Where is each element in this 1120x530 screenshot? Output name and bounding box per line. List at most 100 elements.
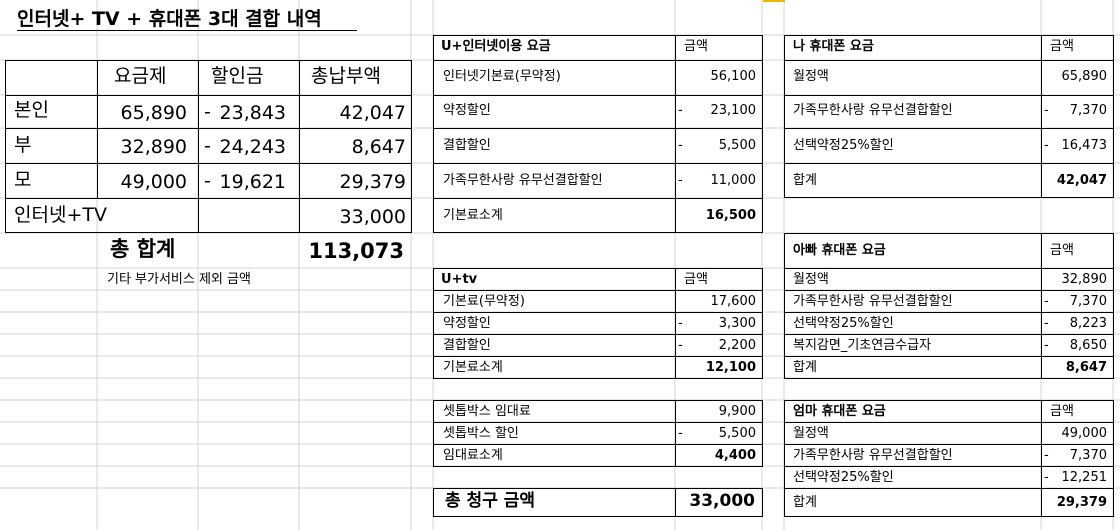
my-phone-fee-table (784, 35, 1114, 198)
my-phone-row-label: 선택약정25%할인 (793, 138, 894, 153)
summary-row-name: 본인 (14, 99, 49, 121)
summary-row-discount-sign: - (204, 170, 211, 192)
dad-phone-row-label: 복지감면_기초연금수급자 (793, 338, 932, 353)
dad-phone-header: 아빠 휴대폰 요금 (793, 243, 886, 258)
dad-phone-total-value: 8,647 (1065, 360, 1107, 375)
selected-cell-indicator (763, 0, 785, 2)
summary-row-name: 인터넷+TV (14, 204, 107, 226)
mom-phone-row-amount: 7,370 (1069, 448, 1107, 463)
settop-subtotal-label: 임대료소계 (443, 448, 503, 463)
summary-row-name: 부 (14, 134, 32, 156)
internet-subtotal-value: 16,500 (705, 208, 756, 223)
settop-fee-table (433, 400, 763, 467)
settop-row-label: 셋톱박스 할인 (443, 426, 519, 441)
sheet-title: 인터넷+ TV + 휴대폰 3대 결합 내역 (17, 8, 322, 30)
my-phone-row-sign: - (1044, 138, 1049, 153)
mom-phone-row-amount: 49,000 (1061, 426, 1108, 441)
dad-phone-fee-table (784, 233, 1114, 379)
internet-row-label: 약정할인 (443, 103, 491, 118)
summary-row-discount-sign: - (204, 135, 211, 157)
tv-row-amount: 2,200 (718, 338, 756, 353)
dad-phone-row-label: 월정액 (793, 272, 829, 287)
mom-phone-row-amount: 12,251 (1061, 470, 1108, 485)
my-phone-total-label: 합계 (793, 173, 817, 188)
tv-row-amount: 17,600 (710, 294, 757, 309)
tv-fee-table (433, 268, 763, 379)
dad-phone-row-amount: 32,890 (1061, 272, 1108, 287)
dad-phone-row-amount: 8,223 (1069, 316, 1107, 331)
internet-row-sign: - (678, 173, 683, 188)
dad-phone-row-sign: - (1044, 316, 1049, 331)
internet-row-sign: - (678, 138, 683, 153)
my-phone-header: 나 휴대폰 요금 (793, 39, 874, 54)
mom-phone-header: 엄마 휴대폰 요금 (793, 404, 886, 419)
billing-total-value: 33,000 (689, 491, 755, 511)
internet-row-label: 가족무한사랑 유무선결합할인 (443, 173, 603, 188)
internet-row-sign: - (678, 103, 683, 118)
my-phone-total-value: 42,047 (1056, 173, 1107, 188)
internet-fee-table (433, 35, 763, 233)
summary-header-total: 총납부액 (311, 65, 381, 87)
summary-row-total: 29,379 (339, 171, 406, 193)
my-phone-row-amount: 65,890 (1061, 69, 1108, 84)
my-phone-amount-header: 금액 (1050, 39, 1074, 54)
summary-row-plan: 32,890 (120, 136, 187, 158)
tv-row-label: 약정할인 (443, 316, 491, 331)
my-phone-row-amount: 16,473 (1061, 138, 1108, 153)
dad-phone-row-sign: - (1044, 338, 1049, 353)
billing-total-box (433, 488, 763, 517)
internet-subtotal-label: 기본료소계 (443, 208, 503, 223)
internet-row-label: 인터넷기본료(무약정) (443, 69, 561, 84)
mom-phone-fee-table (784, 400, 1114, 517)
my-phone-row-label: 월정액 (793, 69, 829, 84)
settop-subtotal-value: 4,400 (714, 448, 756, 463)
mom-phone-total-value: 29,379 (1056, 495, 1107, 510)
summary-note: 기타 부가서비스 제외 금액 (107, 272, 251, 287)
tv-row-label: 결합할인 (443, 338, 491, 353)
mom-phone-row-label: 월정액 (793, 426, 829, 441)
mom-phone-row-sign: - (1044, 470, 1049, 485)
tv-subtotal-label: 기본료소계 (443, 360, 503, 375)
mom-phone-row-label: 가족무한사랑 유무선결합할인 (793, 448, 953, 463)
dad-phone-row-label: 가족무한사랑 유무선결합할인 (793, 294, 953, 309)
settop-row-sign: - (678, 426, 683, 441)
dad-phone-row-sign: - (1044, 294, 1049, 309)
settop-row-amount: 9,900 (718, 404, 756, 419)
summary-table (5, 60, 412, 233)
summary-row-plan: 65,890 (120, 102, 187, 124)
mom-phone-row-label: 선택약정25%할인 (793, 470, 894, 485)
internet-row-amount: 5,500 (718, 138, 756, 153)
internet-row-amount: 56,100 (710, 69, 757, 84)
summary-row-name: 모 (14, 169, 32, 191)
tv-amount-header: 금액 (684, 272, 708, 287)
summary-header-discount: 할인금 (211, 65, 264, 87)
summary-row-discount: 24,243 (219, 136, 286, 158)
mom-phone-amount-header: 금액 (1050, 404, 1074, 419)
summary-row-total: 8,647 (351, 136, 406, 158)
settop-row-label: 셋톱박스 임대료 (443, 404, 531, 419)
dad-phone-row-amount: 7,370 (1069, 294, 1107, 309)
dad-phone-row-amount: 8,650 (1069, 338, 1107, 353)
summary-row-discount: 19,621 (219, 171, 286, 193)
summary-row-total: 33,000 (339, 206, 406, 228)
my-phone-row-amount: 7,370 (1069, 103, 1107, 118)
internet-row-label: 결합할인 (443, 138, 491, 153)
tv-row-sign: - (678, 338, 683, 353)
settop-row-amount: 5,500 (718, 426, 756, 441)
mom-phone-total-label: 합계 (793, 495, 817, 510)
summary-row-discount-sign: - (204, 101, 211, 123)
grand-total-value: 113,073 (308, 239, 404, 263)
summary-header-plan: 요금제 (114, 65, 167, 87)
dad-phone-total-label: 합계 (793, 360, 817, 375)
internet-row-amount: 23,100 (710, 103, 757, 118)
my-phone-row-sign: - (1044, 103, 1049, 118)
tv-row-amount: 3,300 (718, 316, 756, 331)
billing-total-label: 총 청구 금액 (445, 491, 536, 511)
summary-row-plan: 49,000 (120, 171, 187, 193)
tv-row-sign: - (678, 316, 683, 331)
dad-phone-amount-header: 금액 (1050, 243, 1074, 258)
tv-subtotal-value: 12,100 (705, 360, 756, 375)
summary-row-discount: 23,843 (219, 102, 286, 124)
tv-row-label: 기본료(무약정) (443, 294, 525, 309)
summary-row-total: 42,047 (339, 102, 406, 124)
